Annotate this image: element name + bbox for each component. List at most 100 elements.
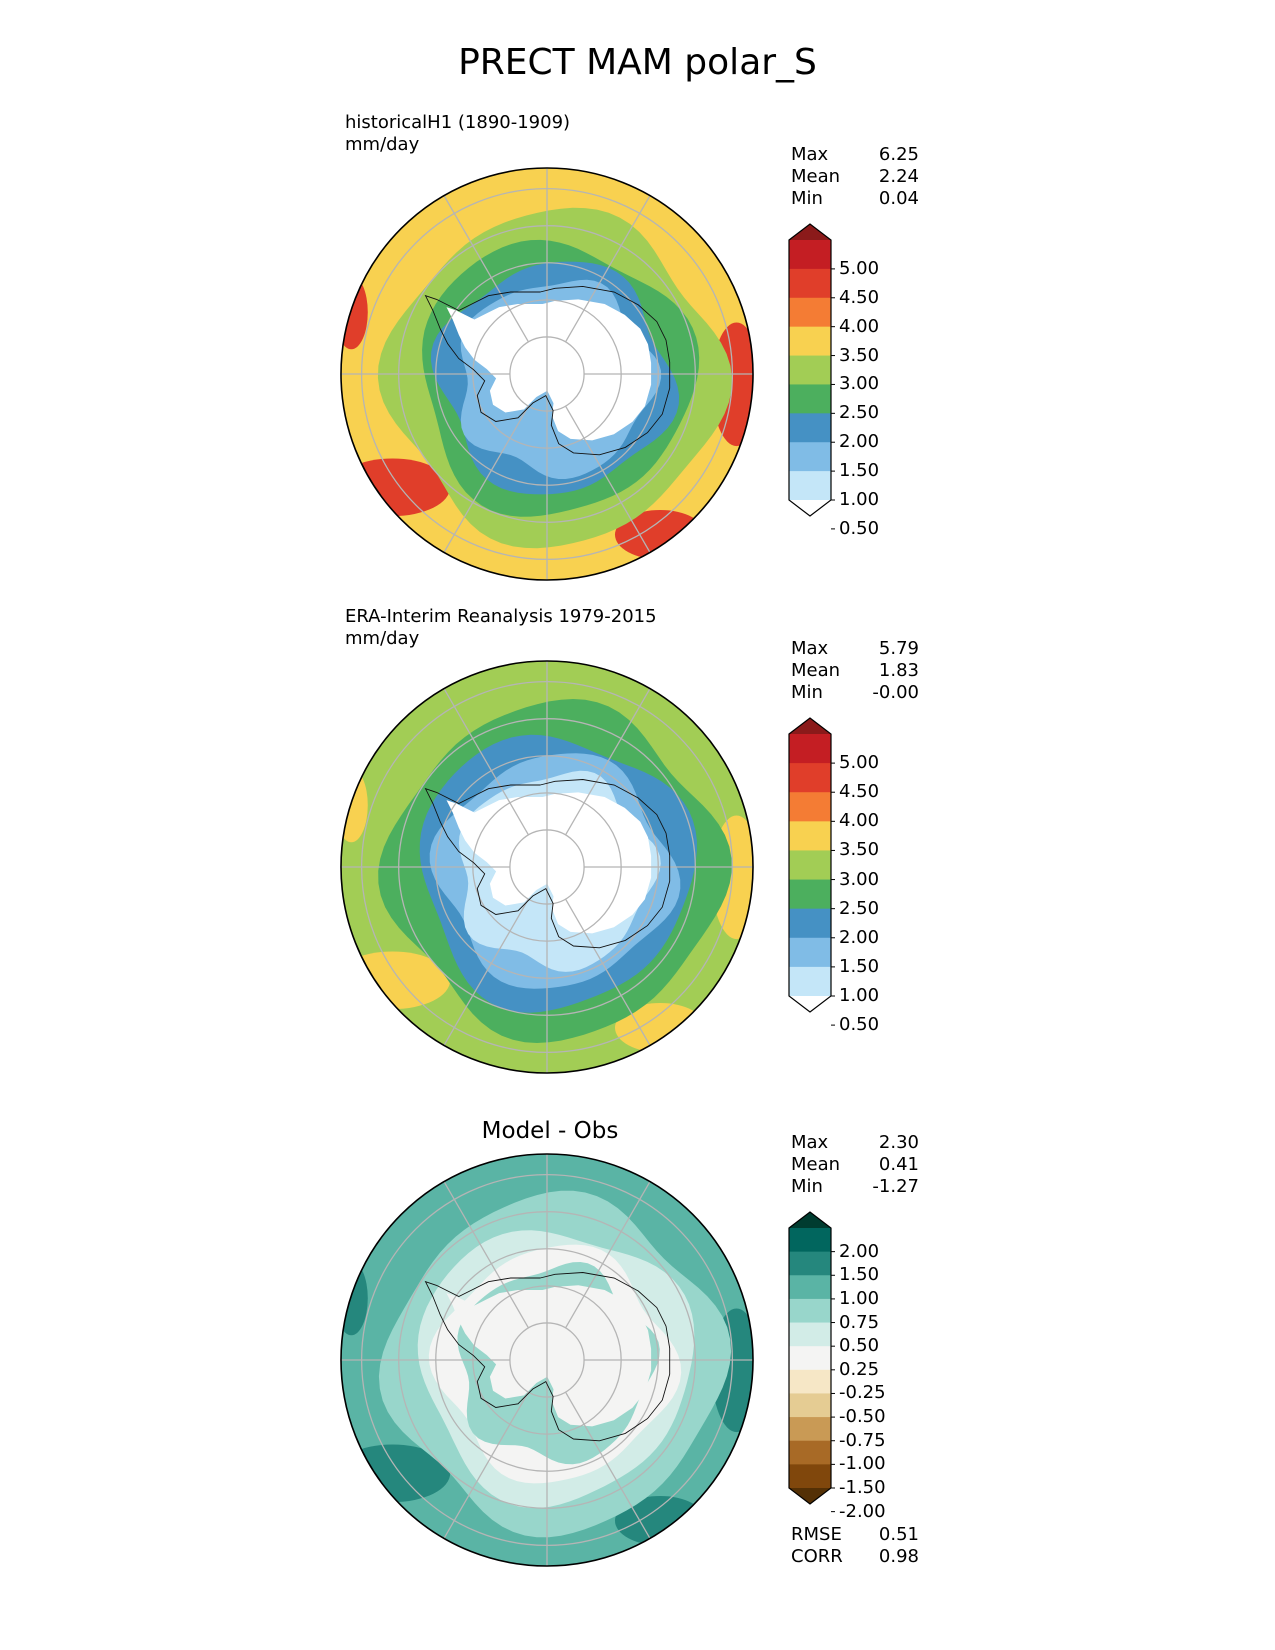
colorbar-segment (789, 908, 831, 939)
stat-row: RMSE 0.51 (791, 1524, 919, 1546)
graticule (341, 1154, 753, 1566)
panel-3-stats: Max 2.30 Mean 0.41 Min -1.27 (791, 1132, 919, 1198)
zone-antarctic-interior (446, 299, 652, 441)
stat-label: RMSE (791, 1524, 842, 1545)
colorbar-tick-label: 1.00 (839, 1287, 880, 1309)
stat-value: 2.24 (878, 166, 919, 187)
longitude-line (564, 1181, 651, 1329)
colorbar-tick-label: 2.00 (839, 926, 880, 948)
colorbar-tick-label: -0.50 (839, 1406, 886, 1428)
panel-3-title: Model - Obs (481, 1118, 619, 1144)
colorbar-tick-label: 1.00 (839, 985, 880, 1006)
colorbar-segment (789, 1393, 831, 1418)
longitude-line (443, 195, 530, 343)
panel-2-stats: Max 5.79 Mean 1.83 Min -0.00 (791, 638, 919, 704)
colorbar-segment (789, 937, 831, 968)
zone-antarctic-interior (446, 792, 652, 934)
map-border (340, 660, 754, 1074)
colorbar-tick-label: 0.50 (839, 1014, 880, 1036)
stat-row: Max 2.30 (791, 1132, 919, 1154)
colorbar-tick-label: 5.00 (839, 257, 880, 279)
colorbar-tick-label: 2.50 (839, 402, 880, 424)
stat-value: 0.04 (878, 188, 919, 209)
colorbar-segment (789, 821, 831, 851)
colorbar-tick-label: 0.50 (839, 517, 880, 539)
stat-row: Max 5.79 (791, 638, 919, 660)
longitude-line (443, 405, 530, 553)
colorbar-tick-label: 4.50 (839, 781, 880, 803)
stat-row: Mean 1.83 (791, 660, 919, 682)
map-border (340, 167, 754, 581)
colorbar-tick-label: 0.50 (839, 1335, 880, 1357)
panel-2-title: ERA-Interim Reanalysis 1979-2015 mm/day (345, 606, 657, 650)
colorbar-tick-label: 4.50 (839, 286, 880, 308)
colorbar-segment (789, 297, 831, 328)
stat-label: Max (791, 1132, 829, 1153)
colorbar-segment (789, 326, 831, 356)
colorbar-segment (789, 355, 831, 385)
colorbar-segment (789, 850, 831, 880)
colorbar-segment (789, 471, 831, 501)
colorbar-1 (788, 223, 835, 530)
panel-1-name: historicalH1 (1890-1909) (345, 112, 571, 133)
colorbar-segment (789, 268, 831, 299)
colorbar-segment (789, 1298, 831, 1323)
colorbar-segment (789, 966, 831, 997)
longitude-line (564, 195, 651, 343)
map-panel-2 (340, 660, 754, 1074)
coastline (424, 1272, 671, 1442)
stat-value: 0.98 (878, 1546, 919, 1567)
stat-label: Min (791, 188, 823, 209)
colorbar-extend-top (789, 224, 831, 240)
longitude-line (443, 1391, 530, 1539)
stat-value: 5.79 (878, 638, 919, 659)
stat-value: 0.41 (878, 1154, 919, 1175)
colorbar-tick-label: 3.00 (839, 868, 880, 890)
colorbar-segment (789, 792, 831, 822)
zone-antarctic-interior (446, 1285, 652, 1427)
colorbar-segment (789, 1251, 831, 1276)
figure-title: PRECT MAM polar_S (458, 42, 817, 83)
colorbar-tick-label: 3.50 (839, 344, 880, 366)
graticule (341, 168, 753, 580)
colorbar-segment (789, 1440, 831, 1465)
colorbar-extend-bottom (789, 500, 831, 516)
stat-value: 0.51 (878, 1524, 919, 1545)
colorbar-segment (789, 240, 831, 270)
colorbar-tick-label: 3.50 (839, 839, 880, 861)
stat-value: -1.27 (872, 1176, 919, 1197)
colorbar-tick-label: -1.50 (839, 1477, 886, 1498)
colorbar-segment (789, 1464, 831, 1489)
colorbar-tick-label: 4.00 (839, 315, 880, 337)
stat-row: CORR 0.98 (791, 1546, 919, 1568)
longitude-line (443, 898, 530, 1046)
colorbar-segment (789, 1369, 831, 1394)
map-panel-1 (340, 167, 754, 581)
longitude-line (443, 688, 530, 836)
stat-label: Max (791, 144, 829, 165)
graticule (341, 661, 753, 1073)
stat-value: 1.83 (878, 660, 919, 681)
coastline (424, 779, 671, 949)
colorbar-extend-bottom (789, 996, 831, 1012)
map-border (340, 1153, 754, 1567)
colorbar-tick-label: 5.00 (839, 752, 880, 774)
stat-label: CORR (791, 1546, 843, 1567)
colorbar-tick-label: 0.75 (839, 1311, 880, 1333)
colorbar-segment (789, 1417, 831, 1442)
colorbar-tick-label: -0.25 (839, 1382, 886, 1404)
colorbar-segment (789, 384, 831, 414)
stat-row: Mean 2.24 (791, 166, 919, 188)
panel-1-title: historicalH1 (1890-1909) mm/day (345, 112, 570, 156)
panel-3-footer-stats: RMSE 0.51 CORR 0.98 (791, 1524, 919, 1568)
panel-2-units: mm/day (345, 628, 420, 649)
longitude-line (564, 1391, 651, 1539)
colorbar-segment (789, 1228, 831, 1253)
stat-row: Max 6.25 (791, 144, 919, 166)
colorbar-segment (789, 1346, 831, 1371)
colorbar-extend-top (789, 1212, 831, 1228)
colorbar-segment (789, 413, 831, 443)
colorbar-segment (789, 1275, 831, 1300)
stat-value: 2.30 (878, 1132, 919, 1153)
map-field (341, 168, 753, 580)
